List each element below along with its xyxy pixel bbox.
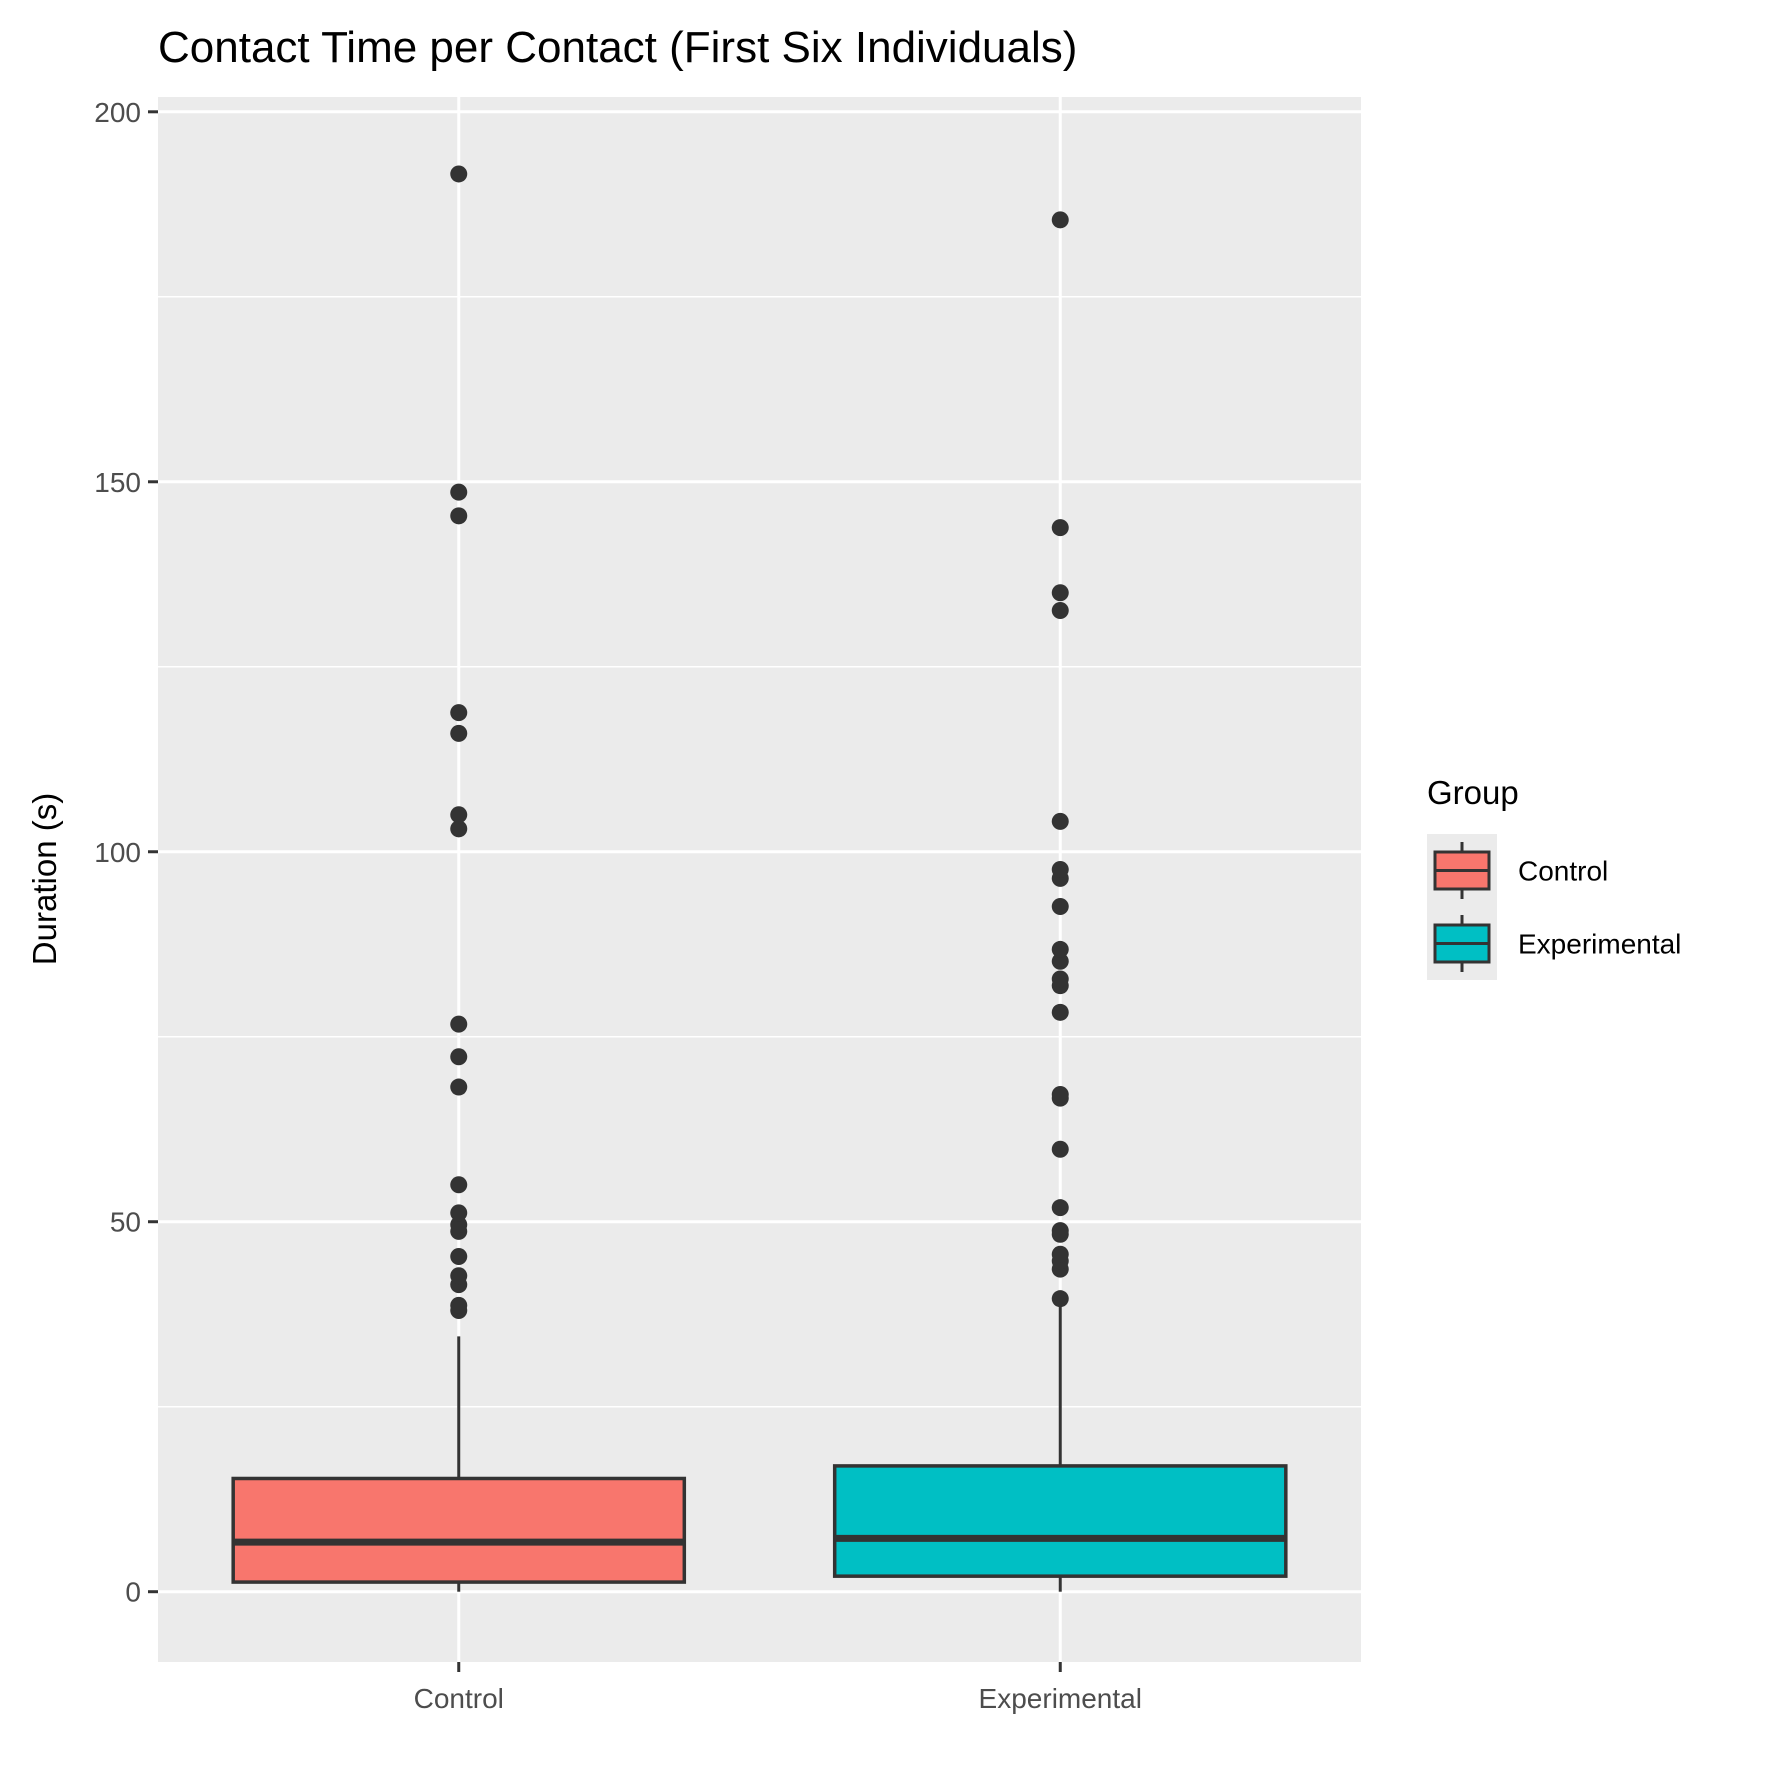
outlier-point	[450, 483, 468, 501]
outlier-point	[1051, 1222, 1069, 1240]
outlier-point	[450, 820, 468, 838]
outlier-point	[1051, 1003, 1069, 1021]
outlier-point	[450, 507, 468, 525]
outlier-point	[1051, 1245, 1069, 1263]
minor-gridlines	[158, 296, 1361, 1408]
x-axis: Control Experimental	[414, 1662, 1142, 1714]
outlier-point	[1051, 519, 1069, 537]
box-iqr	[231, 1476, 687, 1584]
outliers-layer	[450, 165, 1069, 1320]
legend: Control Experimental	[1427, 834, 1681, 980]
outlier-point	[450, 806, 468, 824]
outlier-point	[450, 704, 468, 722]
outlier-point	[1051, 1140, 1069, 1158]
outlier-point	[450, 1015, 468, 1033]
boxes-layer	[231, 1303, 1288, 1592]
outlier-point	[450, 1267, 468, 1285]
outlier-point	[1051, 812, 1069, 830]
y-tick-label: 150	[94, 467, 141, 498]
y-tick-label: 50	[110, 1207, 141, 1238]
outlier-point	[1051, 970, 1069, 988]
outlier-point	[450, 1048, 468, 1066]
outlier-point	[1051, 952, 1069, 970]
outlier-point	[450, 1176, 468, 1194]
outlier-point	[450, 1216, 468, 1234]
box-iqr	[832, 1464, 1288, 1578]
y-tick-label: 200	[94, 97, 141, 128]
x-tick-label: Experimental	[979, 1683, 1142, 1714]
outlier-point	[1051, 1199, 1069, 1217]
y-tick-label: 0	[125, 1577, 141, 1608]
outlier-point	[1051, 1290, 1069, 1308]
outlier-point	[1051, 898, 1069, 916]
outlier-point	[450, 1078, 468, 1096]
outlier-point	[1051, 584, 1069, 602]
outlier-point	[450, 165, 468, 183]
outlier-point	[1051, 211, 1069, 229]
legend-label: Experimental	[1518, 929, 1681, 960]
y-axis: 0 50 100 150 200	[94, 97, 158, 1608]
y-tick-label: 100	[94, 837, 141, 868]
legend-label: Control	[1518, 856, 1608, 887]
outlier-point	[1051, 1085, 1069, 1103]
legend-title: Group	[1427, 774, 1519, 811]
outlier-point	[450, 1204, 468, 1222]
outlier-point	[450, 1248, 468, 1266]
outlier-point	[450, 1296, 468, 1314]
y-axis-title: Duration (s)	[26, 793, 63, 965]
plot-panel	[158, 97, 1361, 1662]
outlier-point	[1051, 861, 1069, 879]
chart-title: Contact Time per Contact (First Six Indi…	[158, 23, 1077, 72]
box-control	[231, 1336, 687, 1592]
outlier-point	[1051, 602, 1069, 620]
box-experimental	[832, 1303, 1288, 1592]
legend-item-control: Control	[1427, 834, 1608, 907]
legend-item-experimental: Experimental	[1427, 907, 1681, 980]
outlier-point	[450, 724, 468, 742]
outlier-point	[1051, 940, 1069, 958]
x-tick-label: Control	[414, 1683, 504, 1714]
